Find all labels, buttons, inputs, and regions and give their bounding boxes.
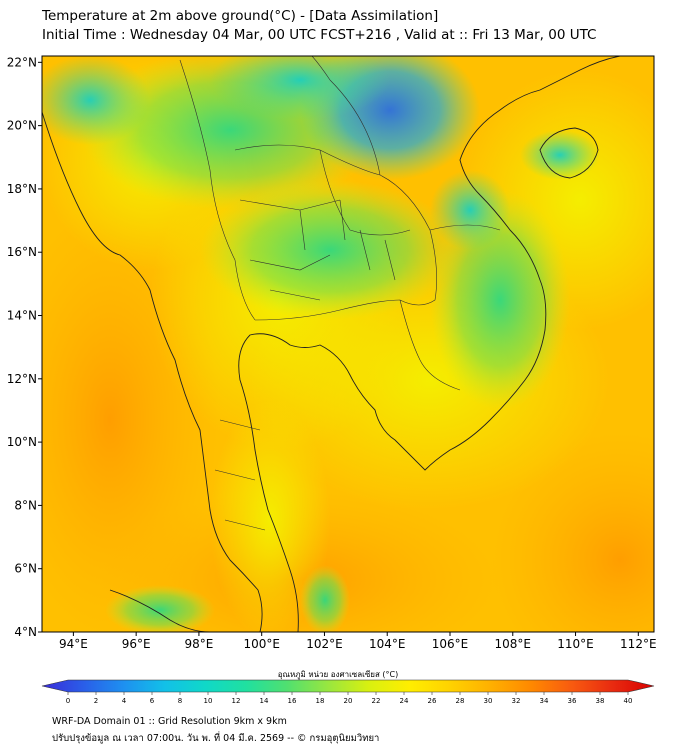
lat-tick-label: 12°N xyxy=(7,372,37,386)
footer-model-info: WRF-DA Domain 01 :: Grid Resolution 9km … xyxy=(52,716,287,727)
colorbar-tick-label: 22 xyxy=(372,697,381,705)
lon-tick-label: 96°E xyxy=(122,637,151,651)
lon-tick-label: 102°E xyxy=(306,637,343,651)
lat-tick-label: 14°N xyxy=(7,309,37,323)
map-subtitle: Initial Time : Wednesday 04 Mar, 00 UTC … xyxy=(42,27,597,43)
colorbar-tick-label: 20 xyxy=(344,697,353,705)
colorbar-tick-label: 26 xyxy=(428,697,437,705)
lat-tick-label: 16°N xyxy=(7,245,37,259)
lon-tick-label: 108°E xyxy=(495,637,532,651)
colorbar-tick-label: 28 xyxy=(456,697,465,705)
colorbar-tick-label: 30 xyxy=(484,697,493,705)
coastlines xyxy=(42,56,621,632)
lon-tick-label: 98°E xyxy=(184,637,213,651)
lat-tick-label: 18°N xyxy=(7,182,37,196)
colorbar-tick-label: 4 xyxy=(122,697,127,705)
colorbar-label: อุณหภูมิ หน่วย องศาเซลเซียส (°C) xyxy=(277,670,399,679)
lat-tick-label: 6°N xyxy=(14,562,37,576)
colorbar-tick-label: 6 xyxy=(150,697,155,705)
lat-tick-label: 20°N xyxy=(7,119,37,133)
colorbar-tick-label: 38 xyxy=(596,697,605,705)
lon-tick-label: 100°E xyxy=(243,637,280,651)
colorbar-tick-label: 10 xyxy=(204,697,213,705)
lat-tick-label: 10°N xyxy=(7,435,37,449)
longitude-axis: 94°E 96°E 98°E 100°E 102°E 104°E 106°E 108°E 110… xyxy=(59,632,657,651)
lon-tick-label: 94°E xyxy=(59,637,88,651)
colorbar-tick-label: 12 xyxy=(232,697,241,705)
lon-tick-label: 104°E xyxy=(369,637,406,651)
map-title: Temperature at 2m above ground(°C) - [Da… xyxy=(42,8,439,24)
colorbar-tick-label: 14 xyxy=(260,697,269,705)
colorbar-tick-label: 16 xyxy=(288,697,297,705)
lon-tick-label: 106°E xyxy=(432,637,469,651)
lat-tick-label: 8°N xyxy=(14,498,37,512)
lat-tick-label: 22°N xyxy=(7,55,37,69)
colorbar-tick-label: 40 xyxy=(624,697,633,705)
colorbar-tick-label: 34 xyxy=(540,697,549,705)
colorbar-tick-label: 24 xyxy=(400,697,409,705)
lon-tick-label: 112°E xyxy=(620,637,657,651)
colorbar-tick-label: 8 xyxy=(178,697,182,705)
footer-update-info: ปรับปรุงข้อมูล ณ เวลา 07:00น. วัน พ. ที่… xyxy=(52,733,380,744)
admin-borders xyxy=(179,56,501,531)
colorbar: 0 2 4 6 8 10 12 14 16 18 20 22 24 26 28 30 32 34 36 38 40 xyxy=(41,679,655,705)
colorbar-tick-label: 18 xyxy=(316,697,325,705)
temperature-field xyxy=(42,56,654,632)
lat-tick-label: 4°N xyxy=(14,625,37,639)
lon-tick-label: 110°E xyxy=(557,637,594,651)
colorbar-tick-label: 2 xyxy=(94,697,98,705)
latitude-axis: 22°N 20°N 18°N 16°N 14°N 12°N 10°N 8°N 6°N 4°N xyxy=(7,55,42,639)
colorbar-tick-label: 32 xyxy=(512,697,521,705)
colorbar-tick-label: 0 xyxy=(66,697,70,705)
colorbar-tick-label: 36 xyxy=(568,697,577,705)
